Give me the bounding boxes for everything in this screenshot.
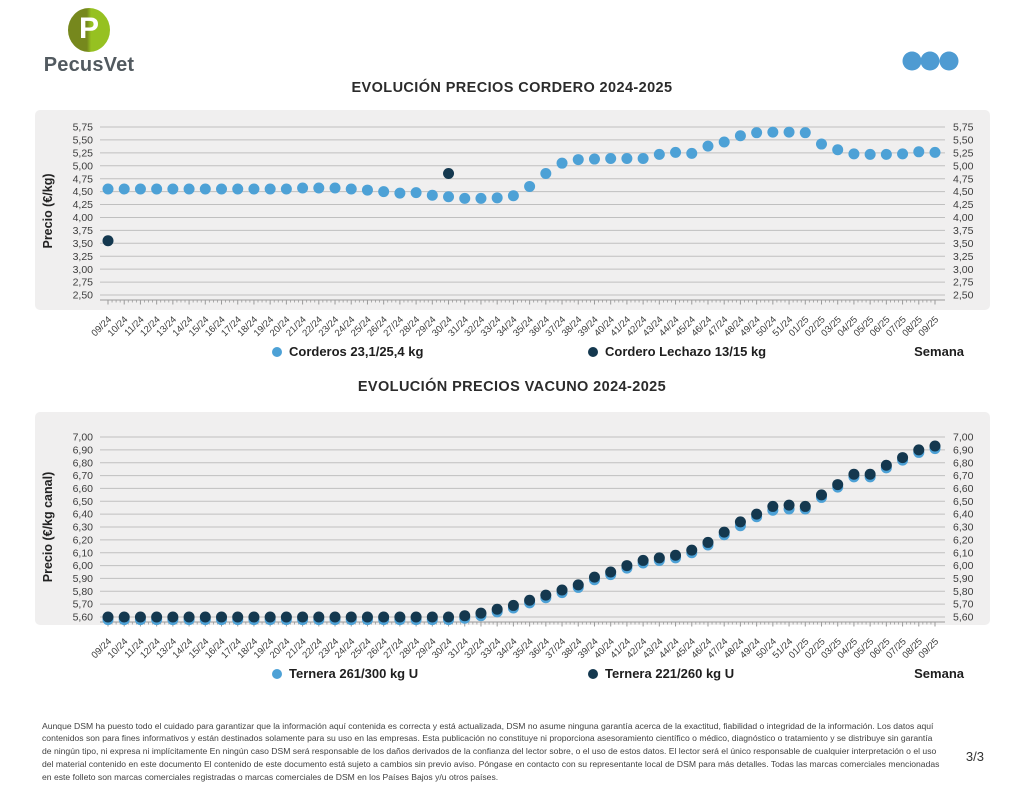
corderos-series-dot-icon [272,346,282,357]
chart-vacuno: 7,00 7,006,90 6,906,80 6,806,70 6,706,60 6,60… [35,412,990,661]
svg-text:6,70: 6,70 [73,470,94,482]
svg-text:5,80: 5,80 [953,586,974,598]
svg-text:6,30: 6,30 [73,522,94,534]
svg-text:2,75: 2,75 [953,277,974,289]
svg-text:6,30: 6,30 [953,522,974,534]
svg-text:5,75: 5,75 [73,122,94,134]
svg-text:4,50: 4,50 [73,186,94,198]
svg-text:6,60: 6,60 [73,483,94,495]
pecusvet-logo: P PecusVet [24,6,154,77]
svg-text:5,50: 5,50 [953,135,974,147]
svg-text:5,70: 5,70 [953,599,974,611]
svg-text:2,75: 2,75 [73,277,94,289]
svg-text:5,50: 5,50 [73,135,94,147]
svg-text:5,00: 5,00 [953,160,974,172]
svg-text:4,75: 4,75 [953,173,974,185]
svg-text:5,25: 5,25 [73,147,94,159]
ternera-261-series-dot-icon [272,668,282,679]
svg-text:2,50: 2,50 [953,290,974,302]
svg-text:4,00: 4,00 [73,212,94,224]
svg-text:6,50: 6,50 [953,496,974,508]
svg-text:6,20: 6,20 [73,534,94,546]
svg-text:5,60: 5,60 [73,612,94,624]
svg-text:3,25: 3,25 [953,251,974,263]
pecusvet-logo-icon: P [68,8,110,52]
svg-text:6,40: 6,40 [73,509,94,521]
legend-item-ternera-261: Ternera 261/300 kg U [272,666,418,681]
svg-text:6,00: 6,00 [73,560,94,572]
legend-label-ternera-221: Ternera 221/260 kg U [605,666,735,681]
legend-label-ternera-261: Ternera 261/300 kg U [289,666,419,681]
menu-dots-icon [902,51,959,71]
svg-text:6,20: 6,20 [953,534,974,546]
svg-text:5,75: 5,75 [953,122,974,134]
legend-item-ternera-221: Ternera 221/260 kg U [588,666,734,681]
svg-text:3,50: 3,50 [953,238,974,250]
svg-text:5,70: 5,70 [73,599,94,611]
disclaimer-text: Aunque DSM ha puesto todo el cuidado par… [42,720,940,783]
svg-text:5,90: 5,90 [73,573,94,585]
svg-text:7,00: 7,00 [73,432,94,444]
lechazo-series-dot-icon [588,346,598,357]
svg-text:6,50: 6,50 [73,496,94,508]
svg-text:5,60: 5,60 [953,612,974,624]
legend-vacuno: Ternera 261/300 kg U Ternera 221/260 kg … [100,666,964,686]
svg-text:6,90: 6,90 [953,444,974,456]
logo-letter: P [78,12,99,45]
logo-text: PecusVet [43,54,135,76]
svg-text:6,80: 6,80 [73,457,94,469]
svg-text:Precio (€/kg): Precio (€/kg) [41,173,55,248]
svg-text:3,00: 3,00 [73,264,94,276]
svg-text:4,50: 4,50 [953,186,974,198]
svg-text:3,25: 3,25 [73,251,94,263]
legend-item-corderos: Corderos 23,1/25,4 kg [272,344,423,359]
svg-text:7,00: 7,00 [953,432,974,444]
svg-text:6,40: 6,40 [953,509,974,521]
chart-title-vacuno: EVOLUCIÓN PRECIOS VACUNO 2024-2025 [357,379,667,395]
svg-text:5,00: 5,00 [73,160,94,172]
svg-text:6,00: 6,00 [953,560,974,572]
svg-text:3,00: 3,00 [953,264,974,276]
svg-text:4,25: 4,25 [73,199,94,211]
xaxis-label-semana-1: Semana [914,344,964,359]
svg-text:6,70: 6,70 [953,470,974,482]
legend-cordero: Corderos 23,1/25,4 kg Cordero Lechazo 13… [100,344,964,364]
svg-text:5,80: 5,80 [73,586,94,598]
svg-text:6,10: 6,10 [953,547,974,559]
svg-text:5,25: 5,25 [953,147,974,159]
svg-text:2,50: 2,50 [73,290,94,302]
xaxis-label-semana-2: Semana [914,666,964,681]
svg-text:6,90: 6,90 [73,444,94,456]
page-number: 3/3 [965,749,984,764]
svg-text:3,75: 3,75 [953,225,974,237]
svg-text:6,60: 6,60 [953,483,974,495]
chart-title-cordero: EVOLUCIÓN PRECIOS CORDERO 2024-2025 [351,80,673,96]
svg-text:3,50: 3,50 [73,238,94,250]
legend-label-corderos: Corderos 23,1/25,4 kg [289,344,424,359]
legend-item-lechazo: Cordero Lechazo 13/15 kg [588,344,766,359]
ternera-221-series-dot-icon [588,668,598,679]
svg-text:4,00: 4,00 [953,212,974,224]
svg-text:Precio (€/kg canal): Precio (€/kg canal) [41,472,55,582]
chart-cordero: 5,75 5,755,50 5,505,25 5,255,00 5,004,75 4,75… [35,110,990,339]
svg-text:6,80: 6,80 [953,457,974,469]
svg-text:5,90: 5,90 [953,573,974,585]
svg-text:6,10: 6,10 [73,547,94,559]
svg-text:3,75: 3,75 [73,225,94,237]
svg-text:4,75: 4,75 [73,173,94,185]
svg-text:4,25: 4,25 [953,199,974,211]
legend-label-lechazo: Cordero Lechazo 13/15 kg [605,344,767,359]
